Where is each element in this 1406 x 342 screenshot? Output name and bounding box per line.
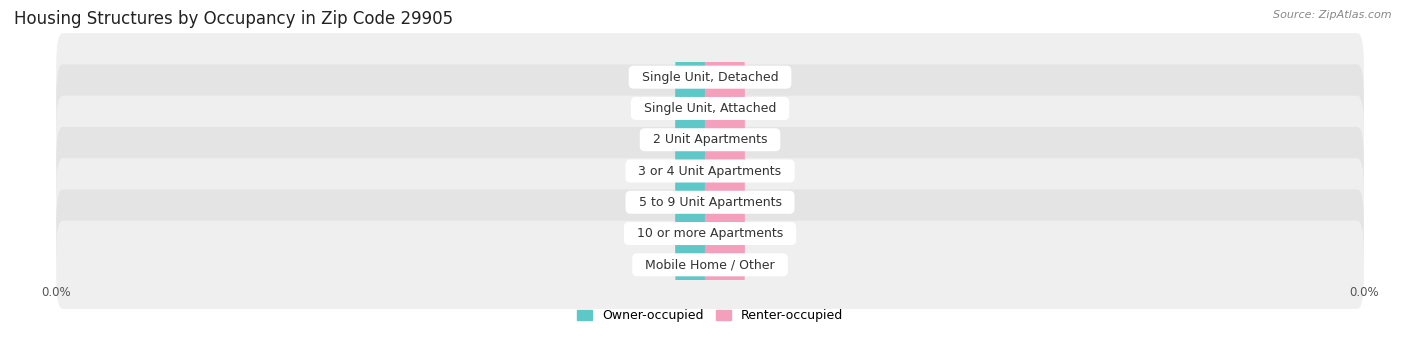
Text: 10 or more Apartments: 10 or more Apartments <box>628 227 792 240</box>
FancyBboxPatch shape <box>704 196 745 271</box>
FancyBboxPatch shape <box>675 40 716 114</box>
Text: 5 to 9 Unit Apartments: 5 to 9 Unit Apartments <box>630 196 790 209</box>
Text: 0.0%: 0.0% <box>676 258 709 271</box>
Text: 0.0%: 0.0% <box>676 71 709 84</box>
Text: 0.0%: 0.0% <box>676 165 709 177</box>
Text: 0.0%: 0.0% <box>676 102 709 115</box>
FancyBboxPatch shape <box>704 71 745 146</box>
FancyBboxPatch shape <box>675 134 716 208</box>
FancyBboxPatch shape <box>56 96 1364 184</box>
Text: 0.0%: 0.0% <box>711 258 744 271</box>
Text: 0.0%: 0.0% <box>676 196 709 209</box>
Text: 0.0%: 0.0% <box>676 133 709 146</box>
FancyBboxPatch shape <box>675 228 716 302</box>
Text: 0.0%: 0.0% <box>711 165 744 177</box>
FancyBboxPatch shape <box>675 71 716 146</box>
Text: 0.0%: 0.0% <box>711 196 744 209</box>
Text: 0.0%: 0.0% <box>676 227 709 240</box>
Text: 0.0%: 0.0% <box>711 227 744 240</box>
Text: Single Unit, Attached: Single Unit, Attached <box>636 102 785 115</box>
FancyBboxPatch shape <box>675 196 716 271</box>
Text: 0.0%: 0.0% <box>711 102 744 115</box>
FancyBboxPatch shape <box>675 165 716 239</box>
Text: Single Unit, Detached: Single Unit, Detached <box>634 71 786 84</box>
Text: Mobile Home / Other: Mobile Home / Other <box>637 258 783 271</box>
FancyBboxPatch shape <box>56 64 1364 153</box>
Text: 2 Unit Apartments: 2 Unit Apartments <box>645 133 775 146</box>
FancyBboxPatch shape <box>56 127 1364 215</box>
Text: 3 or 4 Unit Apartments: 3 or 4 Unit Apartments <box>630 165 790 177</box>
Legend: Owner-occupied, Renter-occupied: Owner-occupied, Renter-occupied <box>576 310 844 323</box>
FancyBboxPatch shape <box>56 221 1364 309</box>
FancyBboxPatch shape <box>56 33 1364 121</box>
FancyBboxPatch shape <box>56 158 1364 246</box>
Text: Source: ZipAtlas.com: Source: ZipAtlas.com <box>1274 10 1392 20</box>
Text: 0.0%: 0.0% <box>711 133 744 146</box>
FancyBboxPatch shape <box>704 228 745 302</box>
Text: 0.0%: 0.0% <box>711 71 744 84</box>
FancyBboxPatch shape <box>704 134 745 208</box>
Text: Housing Structures by Occupancy in Zip Code 29905: Housing Structures by Occupancy in Zip C… <box>14 10 453 28</box>
FancyBboxPatch shape <box>56 189 1364 278</box>
FancyBboxPatch shape <box>675 103 716 177</box>
FancyBboxPatch shape <box>704 103 745 177</box>
FancyBboxPatch shape <box>704 165 745 239</box>
FancyBboxPatch shape <box>704 40 745 114</box>
